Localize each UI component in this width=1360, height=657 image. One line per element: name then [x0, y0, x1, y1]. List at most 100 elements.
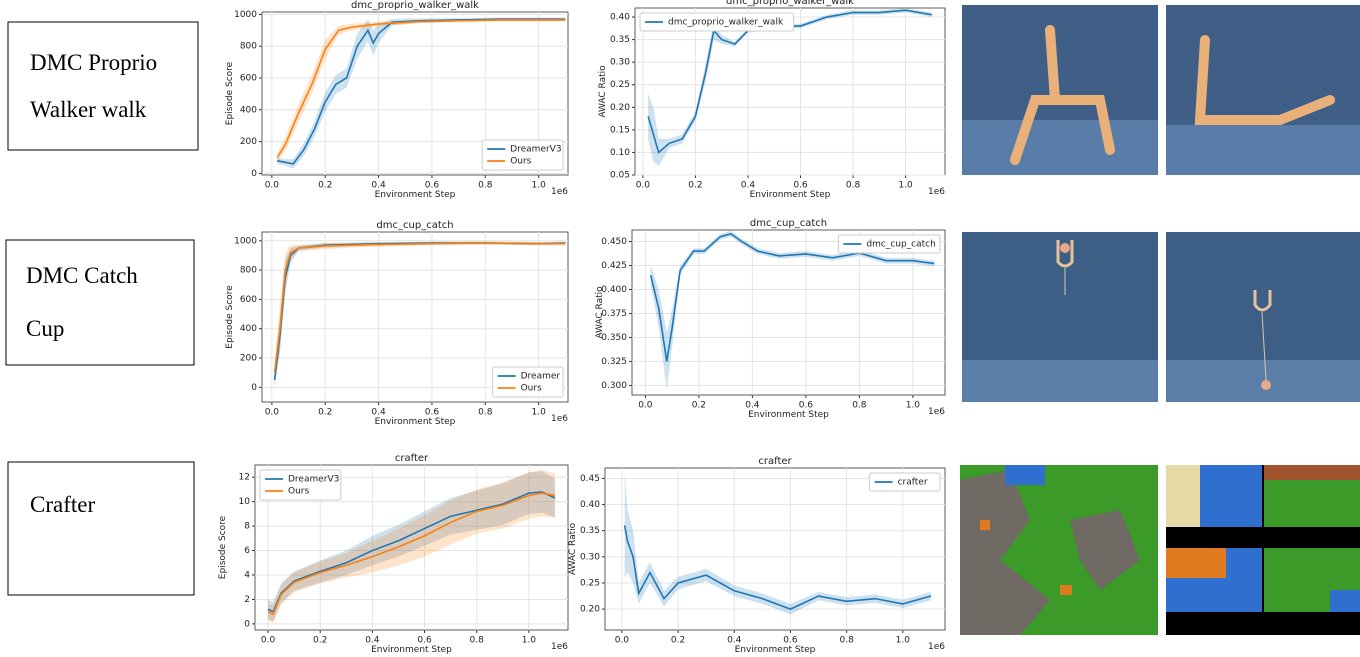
legend-label: DreamerV3 [288, 475, 339, 485]
x-offset-label: 1e6 [928, 642, 945, 652]
y-tick-label: 0.40 [610, 13, 630, 23]
x-tick-label: 0.4 [745, 401, 760, 411]
y-tick-label: 800 [240, 42, 257, 52]
row-label: DMC Proprio [30, 50, 157, 75]
x-axis-label: Environment Step [371, 645, 452, 655]
y-tick-label: 0.350 [601, 333, 627, 343]
y-tick-label: 0.20 [580, 605, 600, 615]
legend-label: dmc_proprio_walker_walk [668, 18, 784, 28]
x-axis-label: Environment Step [375, 417, 456, 427]
y-tick-label: 0 [244, 619, 250, 629]
y-tick-label: 0.35 [580, 526, 600, 536]
y-tick-label: 0.450 [601, 237, 627, 247]
x-tick-label: 0.6 [425, 408, 440, 418]
x-tick-label: 1.0 [896, 636, 911, 646]
y-tick-label: 4 [244, 571, 250, 581]
y-axis-label: Episode Score [225, 61, 235, 125]
x-offset-label: 1e6 [928, 407, 945, 417]
row-label: Walker walk [30, 97, 147, 122]
chart-title: dmc_proprio_walker_walk [726, 0, 854, 7]
x-tick-label: 0.4 [371, 408, 386, 418]
y-tick-label: 0.325 [601, 357, 627, 367]
row-box [8, 462, 194, 595]
x-tick-label: 0.8 [478, 181, 493, 191]
y-tick-label: 12 [239, 473, 250, 483]
legend-label: dmc_cup_catch [866, 240, 935, 250]
row-label: DMC Catch [26, 263, 138, 288]
y-tick-label: 600 [240, 73, 257, 83]
x-tick-label: 1.0 [898, 181, 913, 191]
y-axis-label: AWAC Ratio [598, 65, 608, 118]
x-axis-label: Environment Step [748, 410, 829, 420]
y-tick-label: 10 [239, 497, 251, 507]
y-tick-label: 0.30 [610, 58, 630, 68]
y-tick-label: 0.30 [580, 552, 600, 562]
chart-title: crafter [395, 453, 429, 464]
x-axis-label: Environment Step [375, 190, 456, 200]
crafter-image [960, 465, 1360, 635]
y-axis-label: Episode Score [225, 285, 235, 349]
y-axis-label: Episode Score [218, 515, 228, 579]
x-tick-label: 0.4 [365, 636, 380, 646]
x-tick-label: 0.0 [615, 636, 630, 646]
x-tick-label: 0.2 [692, 401, 706, 411]
y-tick-label: 6 [244, 546, 250, 556]
x-offset-label: 1e6 [551, 187, 568, 197]
y-tick-label: 0.300 [601, 381, 627, 391]
x-tick-label: 0.2 [688, 181, 702, 191]
x-tick-label: 0.8 [846, 181, 861, 191]
y-tick-label: 0.10 [610, 148, 630, 158]
y-tick-label: 0.35 [610, 35, 630, 45]
y-tick-label: 0.375 [601, 309, 627, 319]
x-tick-label: 0.8 [478, 408, 493, 418]
x-tick-label: 1.0 [906, 401, 921, 411]
y-tick-label: 0.425 [601, 261, 627, 271]
plot-area [635, 8, 945, 175]
x-tick-label: 0.0 [636, 181, 651, 191]
x-tick-label: 0.0 [265, 408, 280, 418]
legend-label: DreamerV3 [510, 145, 561, 155]
y-tick-label: 0.25 [610, 80, 630, 90]
x-tick-label: 0.6 [425, 181, 440, 191]
y-axis-label: AWAC Ratio [595, 286, 605, 339]
walker-image [962, 5, 1360, 175]
y-tick-label: 0.25 [580, 578, 600, 588]
x-offset-label: 1e6 [928, 187, 945, 197]
legend-label: crafter [898, 478, 928, 488]
y-tick-label: 0.400 [601, 285, 627, 295]
y-tick-label: 8 [244, 522, 250, 532]
x-tick-label: 0.8 [852, 401, 867, 411]
y-axis-label: AWAC Ratio [568, 522, 578, 575]
row-label: Crafter [30, 492, 95, 517]
x-tick-label: 0.6 [783, 636, 798, 646]
row-label: Cup [26, 316, 64, 341]
x-tick-label: 0.6 [799, 401, 814, 411]
x-offset-label: 1e6 [551, 414, 568, 424]
figure: DMC Proprio Walker walk DMC Catch Cup Cr… [0, 0, 1360, 657]
legend-label: Dreamer [521, 372, 561, 382]
row-box [8, 22, 198, 150]
legend-label: Ours [510, 157, 531, 167]
x-axis-label: Environment Step [735, 645, 816, 655]
y-tick-label: 200 [240, 354, 257, 364]
y-tick-label: 800 [240, 266, 257, 276]
chart-title: dmc_proprio_walker_walk [351, 0, 479, 11]
x-tick-label: 0.2 [318, 181, 332, 191]
y-tick-label: 0.40 [580, 500, 600, 510]
y-tick-label: 0 [251, 169, 257, 179]
y-tick-label: 2 [244, 595, 250, 605]
y-tick-label: 400 [240, 324, 257, 334]
x-tick-label: 0.4 [727, 636, 742, 646]
x-tick-label: 0.0 [265, 181, 280, 191]
x-tick-label: 0.4 [741, 181, 756, 191]
x-tick-label: 1.0 [531, 408, 546, 418]
y-tick-label: 0.05 [610, 171, 630, 181]
chart-title: crafter [758, 456, 792, 467]
x-tick-label: 0.2 [318, 408, 332, 418]
x-tick-label: 0.8 [839, 636, 854, 646]
x-tick-label: 0.0 [638, 401, 653, 411]
x-tick-label: 0.6 [793, 181, 808, 191]
y-tick-label: 1000 [234, 236, 257, 246]
x-offset-label: 1e6 [551, 642, 568, 652]
chart-title: dmc_cup_catch [376, 220, 453, 231]
